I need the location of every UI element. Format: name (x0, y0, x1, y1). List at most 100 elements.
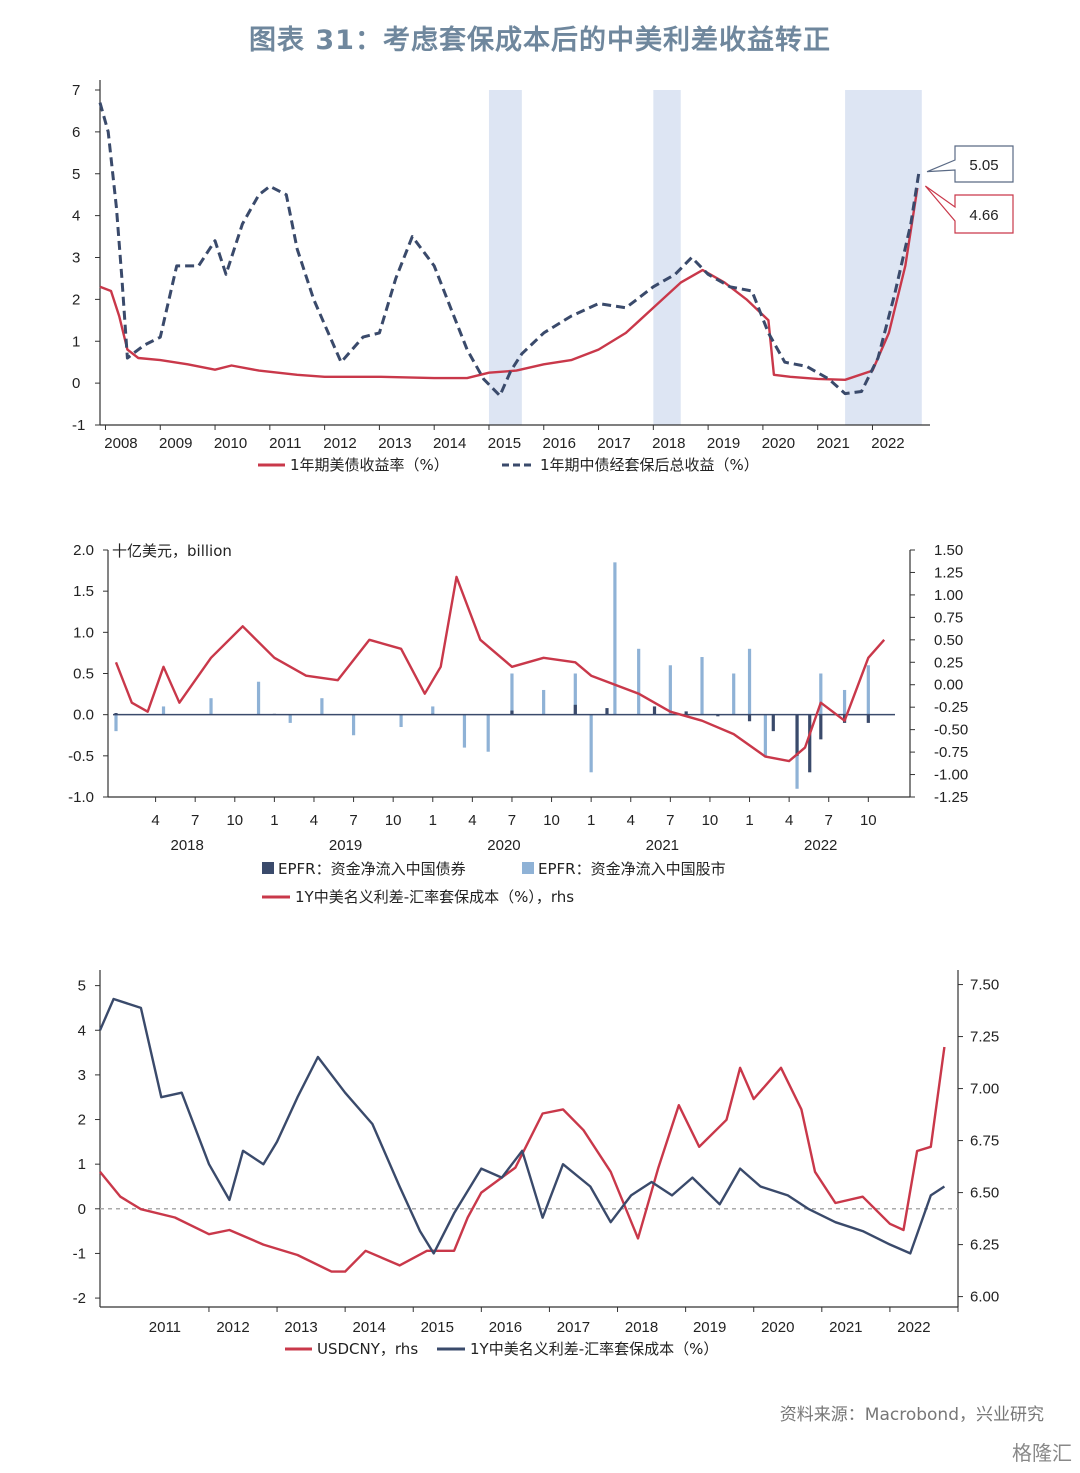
usdcny-line-rhs (99, 1046, 946, 1273)
y-rhs-tick-label: 6.25 (970, 1237, 999, 1254)
x-tick-label: 7 (825, 812, 833, 829)
y-rhs-tick-label: 0.50 (934, 632, 963, 649)
x-tick-label: 2019 (693, 1319, 726, 1336)
y-rhs-tick-label: -0.25 (934, 699, 968, 716)
x-tick-label: 2016 (489, 1319, 522, 1336)
x-tick-label: 2012 (216, 1319, 249, 1336)
flow-bar-equity (351, 714, 356, 736)
flow-bar-equity (256, 681, 261, 715)
y-rhs-tick-label: 6.75 (970, 1133, 999, 1150)
callout-box-4-66 (924, 185, 1014, 234)
y-rhs-tick-label: -1.00 (934, 767, 968, 784)
x-tick-label: 1 (587, 812, 595, 829)
legend-label-spread: 1Y中美名义利差-汇率套保成本（%），rhs (295, 888, 574, 906)
flow-bar-equity (431, 706, 435, 715)
flow-bar-equity (399, 714, 403, 728)
legend-label-us-yield: 1年期美债收益率（%） (290, 456, 449, 474)
y-tick-label: 5 (72, 166, 80, 183)
y-tick-label: 3 (78, 1067, 86, 1084)
y-rhs-tick-label: 1.50 (934, 542, 963, 559)
x-tick-label: 2010 (214, 435, 247, 452)
x-tick-label: 2021 (829, 1319, 862, 1336)
x-tick-label: 10 (702, 812, 719, 829)
y-tick-label: 2.0 (73, 542, 94, 559)
x-tick-label: 2017 (597, 435, 630, 452)
flow-bar-equity (819, 673, 823, 715)
y-tick-label: 0 (72, 375, 80, 392)
y-rhs-tick-label: 7.25 (970, 1029, 999, 1046)
x-year-label: 2020 (487, 837, 520, 854)
y-rhs-tick-label: 1.00 (934, 587, 963, 604)
x-tick-label: 7 (349, 812, 357, 829)
x-tick-label: 2013 (284, 1319, 317, 1336)
flow-bar-equity (462, 714, 467, 748)
x-tick-label: 7 (666, 812, 674, 829)
y-axis-unit-label: 十亿美元，billion (112, 542, 232, 560)
x-tick-label: 2019 (707, 435, 740, 452)
y-tick-label: -2 (73, 1290, 86, 1307)
chart-usdcny-spread: -2 -1 0 1 2 3 4 5 6.00 6.25 6.50 6.75 7.00 7.25 7.50 20… (73, 970, 999, 1358)
x-tick-label: 2015 (421, 1319, 454, 1336)
flow-bar-bond (114, 713, 118, 715)
x-year-label: 2019 (329, 837, 362, 854)
flow-bar-equity (209, 698, 213, 715)
flow-bar-bond (716, 714, 720, 717)
y-tick-label: 0.0 (73, 707, 94, 724)
x-tick-label: 1 (429, 812, 437, 829)
y-rhs-tick-label: -0.50 (934, 722, 968, 739)
y-rhs-tick-label: 7.00 (970, 1081, 999, 1098)
flow-bar-equity (589, 714, 593, 773)
x-tick-label: 2014 (433, 435, 466, 452)
flow-bar-equity (747, 648, 752, 715)
flow-bar-bond (866, 714, 870, 723)
series-line-0 (99, 187, 919, 381)
x-tick-label: 1 (745, 812, 753, 829)
y-rhs-tick-label: 0.00 (934, 677, 963, 694)
x-tick-label: 2015 (488, 435, 521, 452)
source-note: 资料来源：Macrobond，兴业研究 (779, 1405, 1044, 1425)
flow-bar-bond (808, 714, 812, 773)
x-tick-label: 4 (785, 812, 793, 829)
x-tick-label: 2011 (269, 435, 301, 452)
flow-bar-equity (732, 673, 736, 715)
y-rhs-tick-label: 6.50 (970, 1185, 999, 1202)
x-year-label: 2018 (171, 837, 204, 854)
flow-bar-equity (320, 698, 324, 715)
x-tick-label: 2020 (762, 435, 795, 452)
y-tick-label: 2 (72, 291, 80, 308)
y-rhs-tick-label: 7.50 (970, 977, 999, 994)
flow-bar-equity (573, 673, 577, 715)
flow-bar-equity (637, 648, 641, 715)
x-tick-label: 4 (468, 812, 476, 829)
x-tick-label: 4 (310, 812, 318, 829)
flow-bar-equity (842, 689, 847, 715)
y-tick-label: 3 (72, 250, 80, 267)
legend-label-usdcny: USDCNY，rhs (317, 1340, 418, 1358)
callout-box-5-05 (926, 145, 1014, 183)
x-tick-label: 2013 (378, 435, 411, 452)
x-tick-label: 2018 (625, 1319, 658, 1336)
x-tick-label: 7 (191, 812, 199, 829)
y-tick-label: -0.5 (68, 748, 94, 765)
flow-bar-bond (795, 714, 799, 756)
y-tick-label: 6 (72, 124, 80, 141)
x-tick-label: 1 (270, 812, 278, 829)
legend-label-bond: EPFR：资金净流入中国债券 (278, 860, 466, 878)
y-tick-label: 4 (78, 1022, 86, 1039)
y-tick-label: 0 (78, 1201, 86, 1218)
flow-bar-bond (605, 708, 609, 715)
y-rhs-tick-label: 0.75 (934, 609, 963, 626)
x-tick-label: 4 (627, 812, 635, 829)
flow-bar-equity (486, 714, 490, 752)
x-tick-label: 2016 (543, 435, 576, 452)
flow-bar-bond (684, 711, 688, 715)
x-tick-label: 2018 (652, 435, 685, 452)
x-tick-label: 4 (151, 812, 159, 829)
watermark: 格隆汇 (1012, 1441, 1072, 1465)
x-tick-label: 10 (860, 812, 877, 829)
y-tick-label: 2 (78, 1112, 86, 1129)
flow-bar-bond (747, 714, 752, 722)
x-tick-label: 2012 (323, 435, 356, 452)
y-tick-label: -1.0 (68, 789, 94, 806)
x-tick-label: 2014 (353, 1319, 386, 1336)
